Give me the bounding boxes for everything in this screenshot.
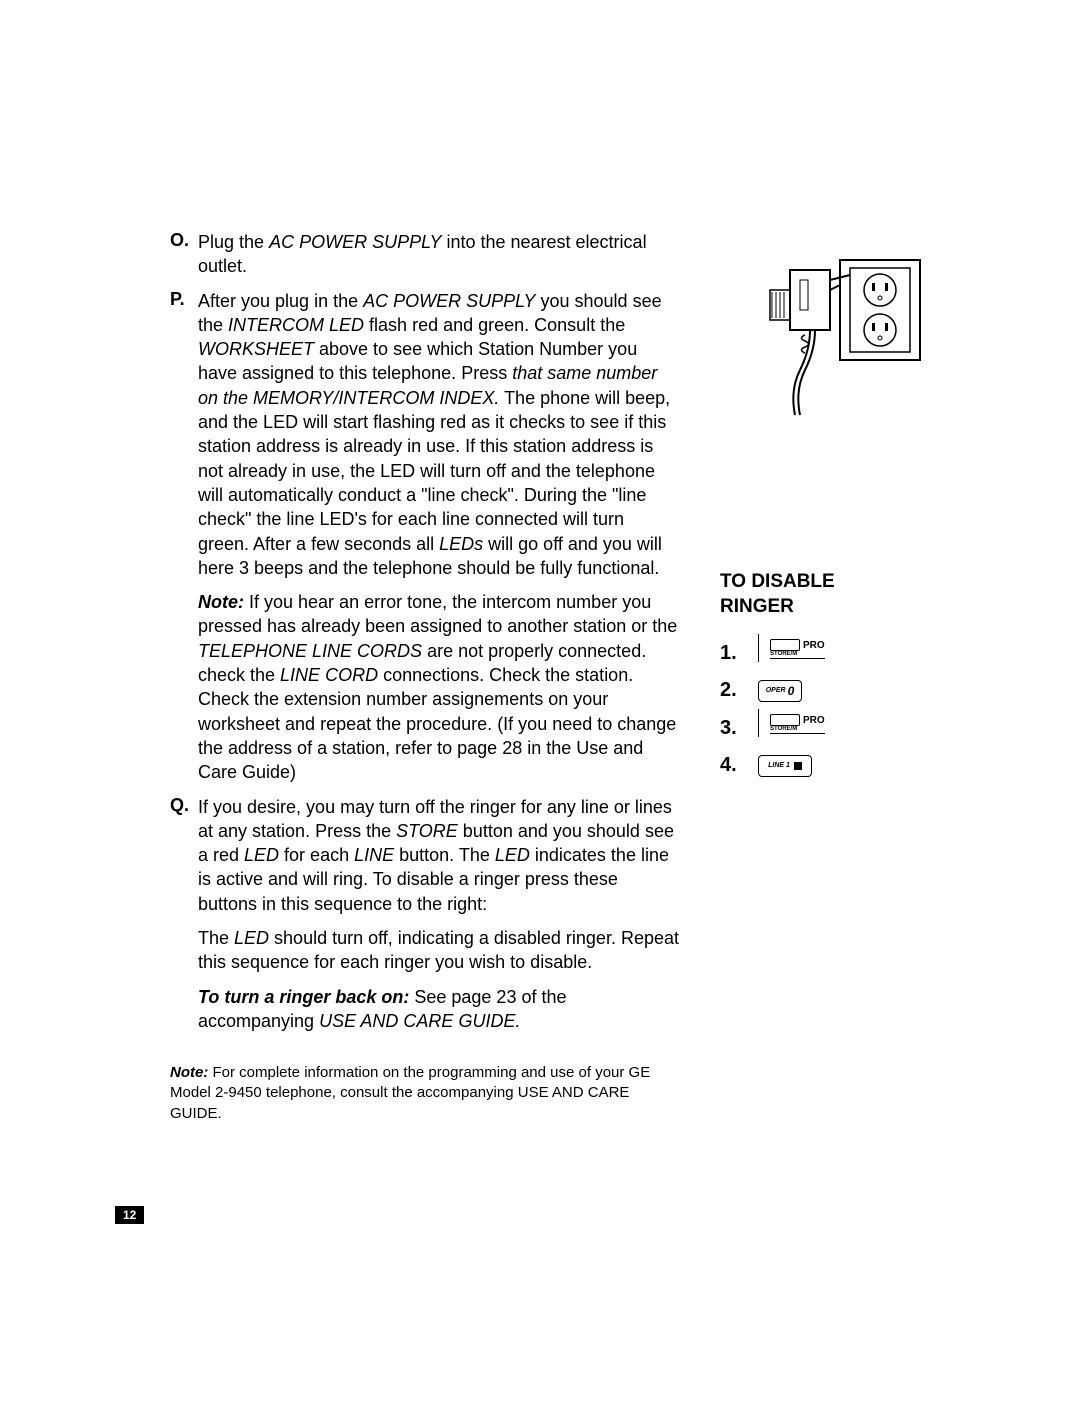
oper-label: OPER <box>766 687 786 694</box>
oper-button-icon: OPER 0 <box>758 680 802 702</box>
italic-text: INTERCOM LED <box>228 315 364 335</box>
store-label: STORE/M <box>770 651 825 657</box>
ringer-steps: 1. PRO STORE/M 2. OPER 0 <box>720 639 950 777</box>
q-sub-para-1: The LED should turn off, indicating a di… <box>198 926 680 975</box>
text: for each <box>279 845 354 865</box>
text: The phone will beep, and the LED will st… <box>198 388 670 554</box>
store-button-icon <box>770 639 800 651</box>
text: After you plug in the <box>198 291 363 311</box>
italic-text: LEDs <box>439 534 483 554</box>
list-letter-p: P. <box>170 289 198 581</box>
footer-text: For complete information on the programm… <box>170 1064 650 1122</box>
ringer-step-4: 4. LINE 1 <box>720 754 950 777</box>
note-label: Note: <box>198 592 244 612</box>
italic-text: WORKSHEET <box>198 339 314 359</box>
text: flash red and green. Consult the <box>364 315 625 335</box>
store-pro-button-2: PRO STORE/M <box>758 714 825 742</box>
bold-italic-label: To turn a ringer back on: <box>198 987 409 1007</box>
list-item-q: Q. If you desire, you may turn off the r… <box>170 795 680 916</box>
bracket-icon <box>758 634 766 662</box>
footer-label: Note: <box>170 1064 208 1081</box>
italic-text: LED <box>495 845 530 865</box>
text: button. The <box>394 845 495 865</box>
bracket-icon <box>758 709 766 737</box>
footer-note: Note: For complete information on the pr… <box>170 1063 680 1124</box>
outlet-svg <box>720 250 940 430</box>
pro-label: PRO <box>803 715 825 726</box>
store-button-icon <box>770 714 800 726</box>
step-num-2: 2. <box>720 679 744 702</box>
italic-text: AC POWER SUPPLY <box>269 232 441 252</box>
italic-text: LED <box>244 845 279 865</box>
main-column: O. Plug the AC POWER SUPPLY into the nea… <box>170 230 680 1124</box>
text: should turn off, indicating a disabled r… <box>198 928 679 972</box>
ringer-step-3: 3. PRO STORE/M <box>720 714 950 742</box>
list-letter-q: Q. <box>170 795 198 916</box>
ringer-step-1: 1. PRO STORE/M <box>720 639 950 667</box>
line1-button-icon: LINE 1 <box>758 755 812 777</box>
text: The <box>198 928 234 948</box>
line1-label: LINE 1 <box>768 762 790 769</box>
store-pro-button: PRO STORE/M <box>758 639 825 667</box>
oper-zero: 0 <box>788 684 795 698</box>
list-letter-o: O. <box>170 230 198 279</box>
page-content: O. Plug the AC POWER SUPPLY into the nea… <box>170 230 990 1124</box>
heading-line2: RINGER <box>720 595 950 620</box>
page-number: 12 <box>115 1206 144 1224</box>
store-label: STORE/M <box>770 726 825 732</box>
italic-text: TELEPHONE LINE CORDS <box>198 641 422 661</box>
pro-label: PRO <box>803 640 825 651</box>
side-column: TO DISABLE RINGER 1. PRO STORE/M <box>720 230 950 1124</box>
italic-text: USE AND CARE GUIDE. <box>319 1011 520 1031</box>
text: If you hear an error tone, the intercom … <box>198 592 677 636</box>
outlet-diagram <box>720 250 940 430</box>
italic-text: LINE <box>354 845 394 865</box>
list-text-q: If you desire, you may turn off the ring… <box>198 795 680 916</box>
list-item-p: P. After you plug in the AC POWER SUPPLY… <box>170 289 680 581</box>
disable-ringer-heading: TO DISABLE RINGER <box>720 570 950 619</box>
italic-text: STORE <box>396 821 458 841</box>
note-block-p: Note: If you hear an error tone, the int… <box>198 590 680 784</box>
heading-line1: TO DISABLE <box>720 570 950 595</box>
list-text-o: Plug the AC POWER SUPPLY into the neares… <box>198 230 680 279</box>
list-text-p: After you plug in the AC POWER SUPPLY yo… <box>198 289 680 581</box>
step-num-3: 3. <box>720 717 744 740</box>
ringer-step-2: 2. OPER 0 <box>720 679 950 702</box>
step-num-1: 1. <box>720 642 744 665</box>
step-num-4: 4. <box>720 754 744 777</box>
italic-text: LED <box>234 928 269 948</box>
line1-indicator-icon <box>794 762 802 770</box>
italic-text: LINE CORD <box>280 665 378 685</box>
italic-text: AC POWER SUPPLY <box>363 291 535 311</box>
q-sub-para-2: To turn a ringer back on: See page 23 of… <box>198 985 680 1034</box>
text: Plug the <box>198 232 269 252</box>
list-item-o: O. Plug the AC POWER SUPPLY into the nea… <box>170 230 680 279</box>
